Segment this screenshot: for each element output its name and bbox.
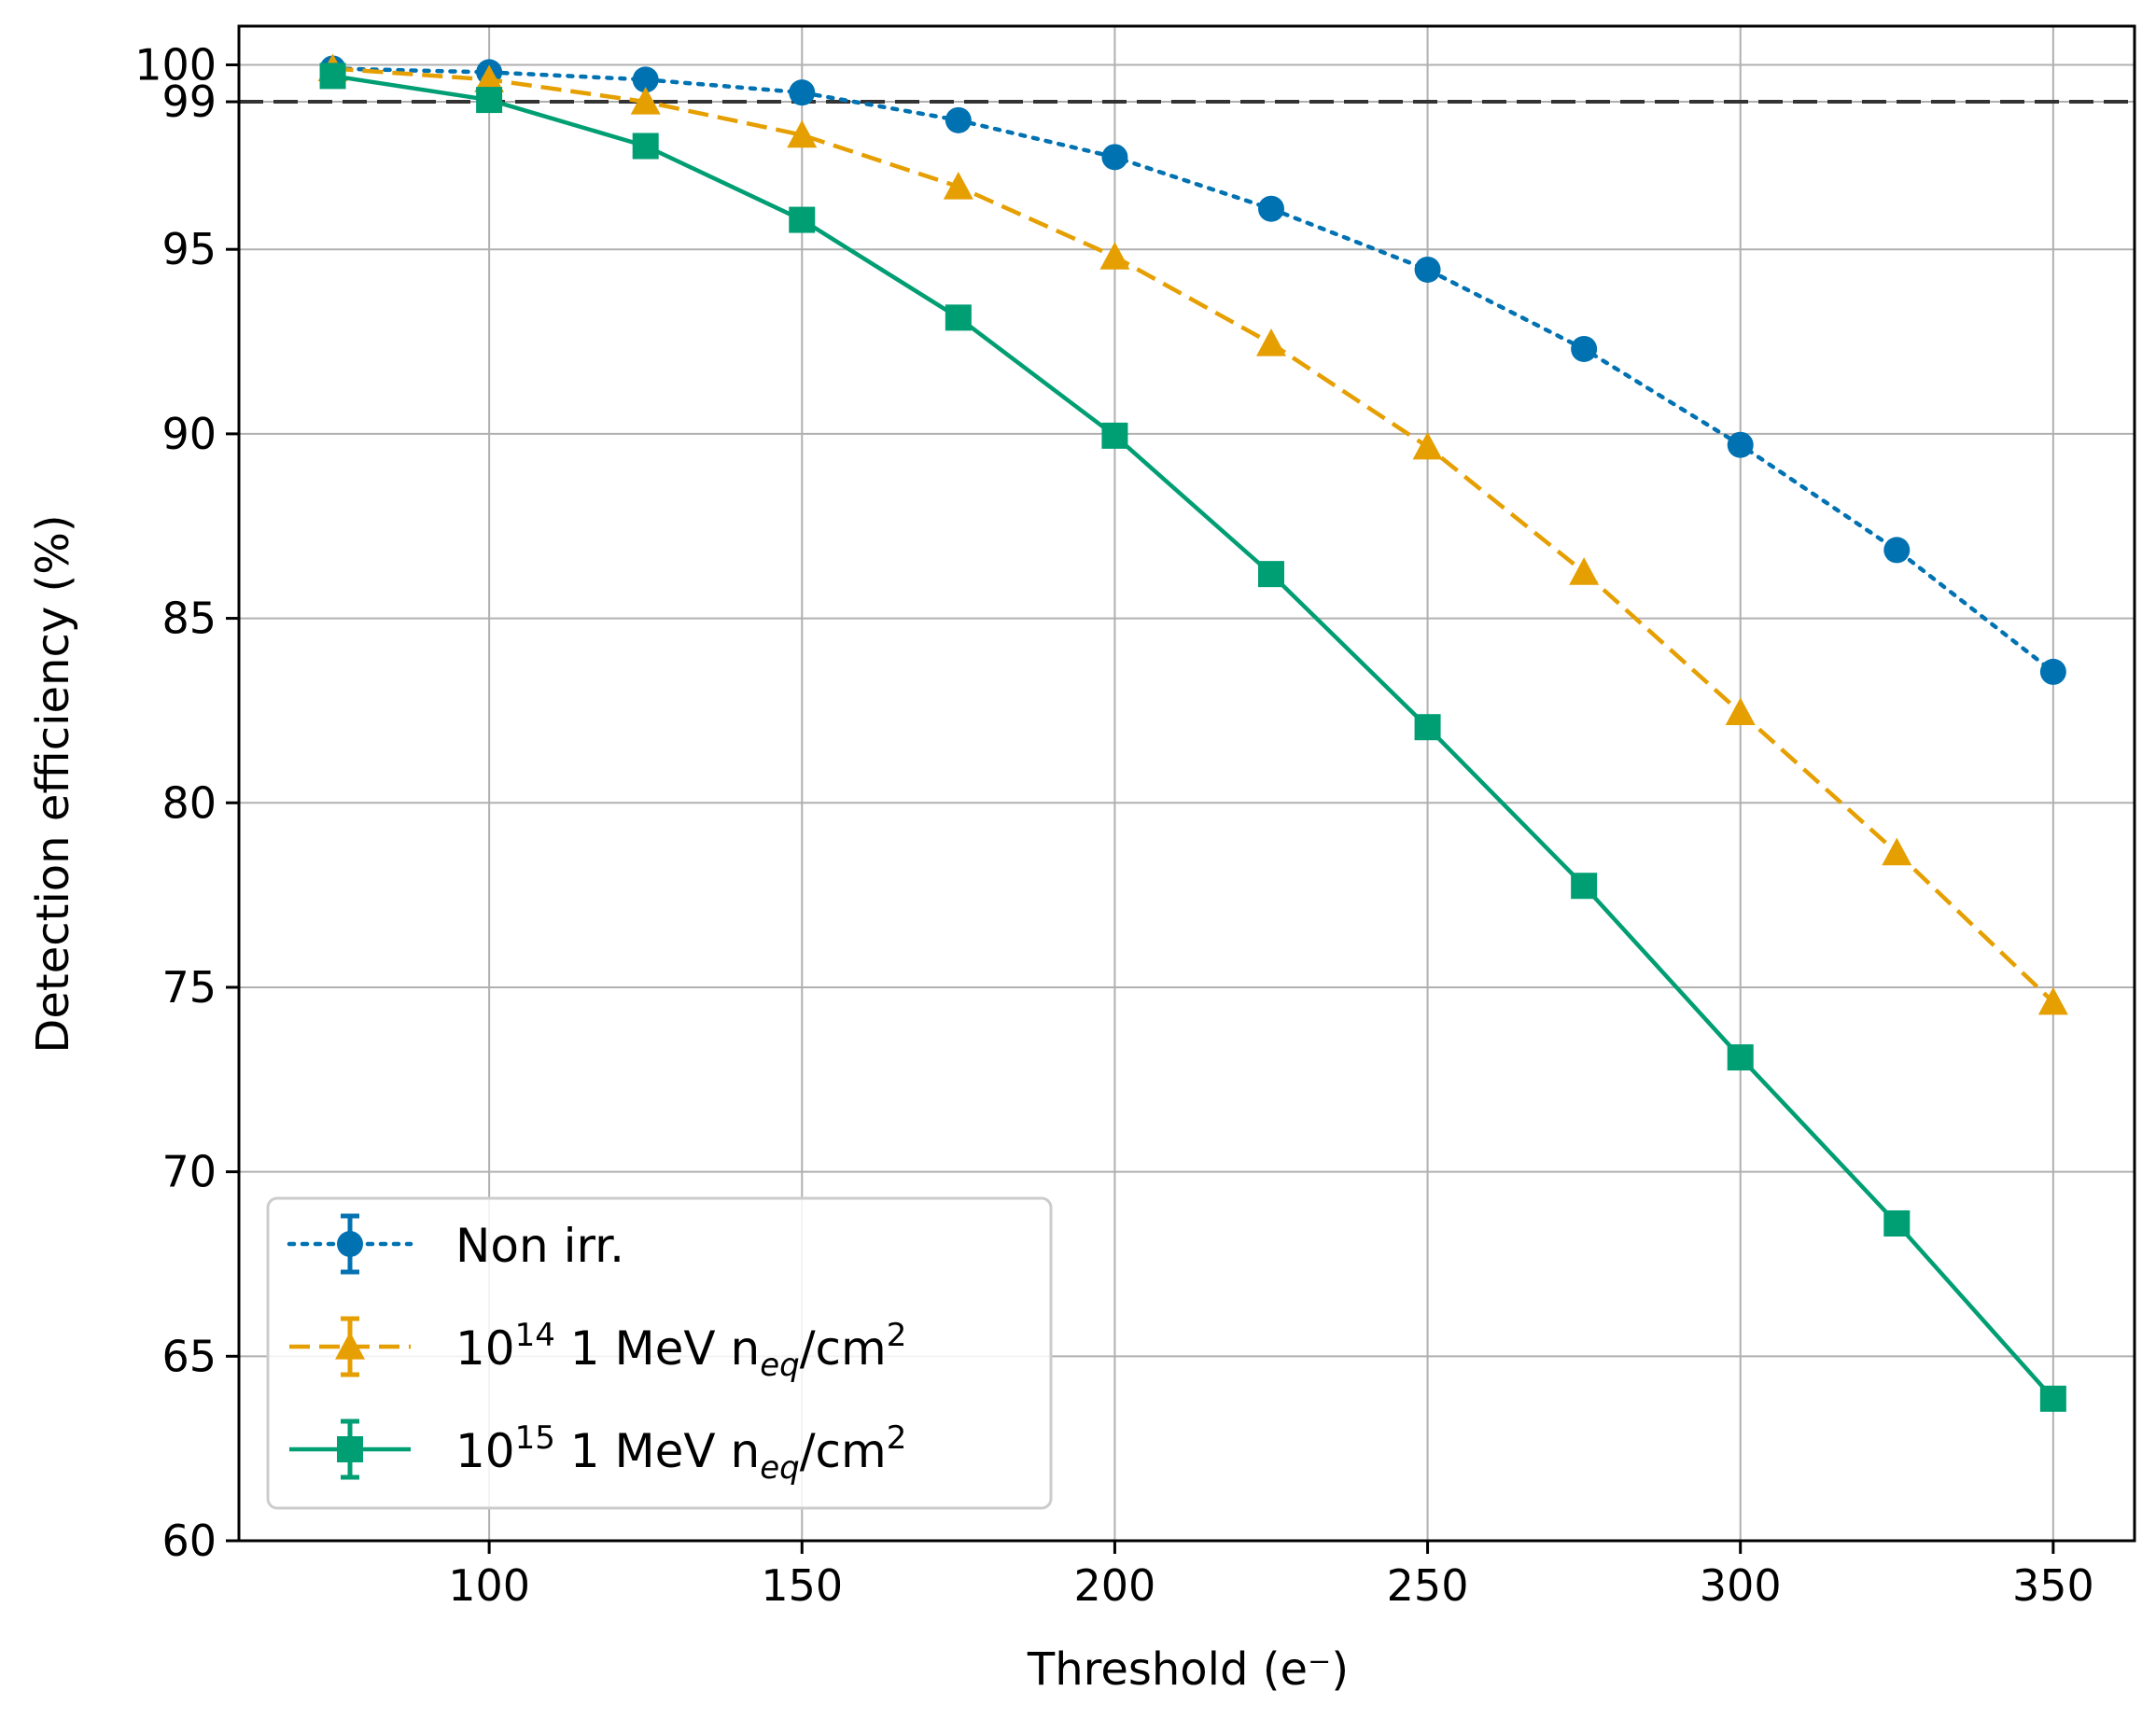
data-point-f14	[1255, 328, 1286, 356]
data-point-f14	[1882, 837, 1912, 866]
series-line-f15	[332, 74, 2055, 1401]
data-point-f15	[1414, 714, 1441, 741]
data-point-nonirr	[1571, 335, 1598, 362]
series-f14	[317, 53, 2068, 1015]
legend-marker-f15	[337, 1436, 363, 1462]
plot-frame	[237, 24, 2136, 1543]
data-point-nonirr	[1727, 431, 1754, 458]
data-point-f14	[943, 171, 973, 200]
series-nonirr	[319, 55, 2066, 685]
y-axis-label: Detection efficiency (%)	[27, 514, 79, 1053]
data-point-nonirr	[1101, 144, 1128, 171]
y-tick-label: 100	[134, 40, 217, 91]
data-point-f14	[1412, 431, 1443, 460]
legend-box	[266, 1196, 1053, 1510]
legend-label-nonirr: Non irr.	[455, 1219, 624, 1273]
data-point-nonirr	[1257, 195, 1284, 222]
y-tick-label: 99	[161, 77, 217, 127]
series-f15	[319, 63, 2066, 1412]
x-tick-label: 200	[1074, 1560, 1156, 1611]
data-point-nonirr	[945, 106, 972, 133]
data-point-f14	[787, 119, 818, 148]
data-point-nonirr	[2039, 658, 2066, 685]
series-line-f14	[332, 66, 2055, 1004]
data-point-f15	[1883, 1209, 1911, 1237]
data-point-f15	[319, 63, 346, 90]
series-line-nonirr	[330, 66, 2056, 675]
y-tick-label: 85	[161, 594, 217, 644]
data-point-f15	[476, 87, 503, 114]
x-tick-label: 100	[448, 1560, 530, 1611]
legend-marker-f14	[335, 1332, 365, 1360]
y-tick-label: 70	[161, 1147, 217, 1197]
y-tick-label: 65	[161, 1331, 217, 1381]
x-tick-label: 250	[1387, 1560, 1469, 1611]
data-point-f15	[1101, 422, 1128, 449]
x-tick-label: 350	[2012, 1560, 2094, 1611]
y-tick-label: 90	[161, 409, 217, 459]
y-tick-label: 95	[161, 224, 217, 274]
data-point-f15	[632, 133, 659, 160]
data-point-f15	[789, 206, 816, 233]
y-tick-label: 80	[161, 777, 217, 828]
data-point-f15	[1257, 561, 1284, 588]
x-tick-label: 150	[761, 1560, 843, 1611]
grid-lines	[239, 26, 2135, 1542]
x-axis-label: Threshold (e⁻)	[1027, 1643, 1349, 1696]
series-layer	[317, 53, 2068, 1412]
data-point-f15	[945, 304, 972, 331]
data-point-f14	[1725, 697, 1756, 725]
data-point-nonirr	[1883, 537, 1911, 564]
legend-label-1e14: 1014 1 MeV neq/cm2	[455, 1317, 906, 1384]
legend-label-1e15: 1015 1 MeV neq/cm2	[455, 1419, 906, 1487]
data-point-f14	[630, 87, 661, 115]
data-point-f15	[1571, 873, 1598, 900]
data-point-f14	[1099, 242, 1130, 270]
data-point-nonirr	[632, 66, 659, 93]
data-point-f15	[2039, 1385, 2066, 1412]
x-tick-label: 300	[1700, 1560, 1782, 1611]
y-tick-label: 60	[161, 1516, 217, 1566]
data-point-f14	[1569, 557, 1600, 585]
data-point-f14	[2037, 986, 2068, 1015]
legend: Non irr. 1014 1 MeV neq/cm2 1015 1 MeV n…	[266, 1196, 1053, 1510]
y-tick-label: 75	[161, 962, 217, 1013]
data-point-nonirr	[789, 79, 816, 106]
data-point-f14	[474, 64, 505, 92]
data-point-nonirr	[1414, 256, 1441, 283]
data-point-f15	[1727, 1044, 1754, 1071]
legend-handles	[287, 1213, 413, 1480]
legend-marker-nonirr	[337, 1231, 363, 1257]
